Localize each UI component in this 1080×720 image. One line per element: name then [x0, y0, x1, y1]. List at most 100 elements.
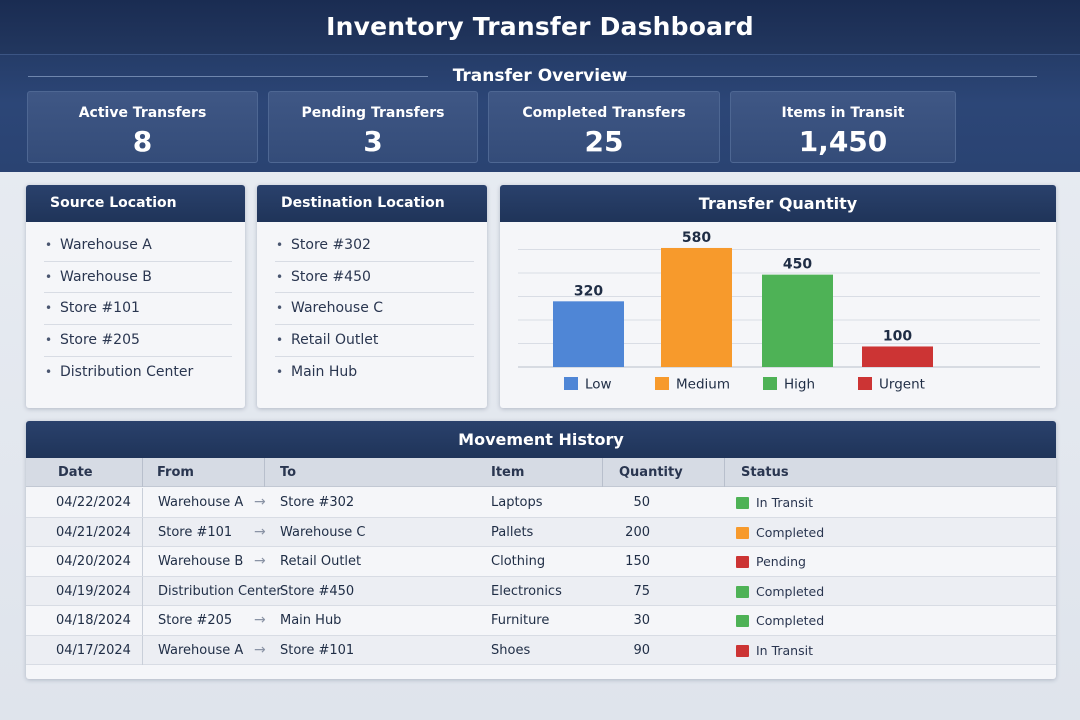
status-indicator-icon — [736, 644, 749, 657]
bar-urgent[interactable] — [862, 346, 933, 367]
cell-to: Store #302 — [280, 495, 355, 510]
list-item[interactable]: Store #302 — [275, 230, 474, 262]
list-item[interactable]: Distribution Center — [44, 357, 232, 389]
bar-high[interactable] — [762, 274, 833, 367]
cell-to: Warehouse C — [280, 524, 366, 540]
cell-quantity: 75 — [633, 583, 650, 599]
list-item[interactable]: Warehouse C — [275, 293, 474, 326]
data-label: 580 — [682, 230, 711, 246]
arrow-right-icon: → — [254, 641, 266, 658]
column-divider — [142, 488, 143, 517]
kpi-completed-transfers[interactable]: Completed Transfers 25 — [488, 91, 720, 163]
legend-entry-urgent[interactable]: Urgent — [879, 377, 925, 393]
list-item[interactable]: Warehouse B — [44, 262, 232, 294]
legend-swatch — [858, 377, 872, 390]
table-body: 04/22/2024 Warehouse A → Store #302 Laptops 5… — [26, 488, 1056, 673]
list-item[interactable]: Store #101 — [44, 293, 232, 326]
kpi-active-transfers[interactable]: Active Transfers 8 — [27, 91, 258, 163]
cell-quantity: 30 — [633, 613, 650, 628]
list-item[interactable]: Main Hub — [275, 357, 474, 389]
column-header-status[interactable]: Status — [741, 465, 789, 480]
status-indicator-icon — [736, 585, 749, 598]
table-row[interactable]: 04/20/2024 Warehouse B → Retail Outlet Cloth… — [26, 547, 1056, 577]
column-header-to[interactable]: To — [280, 465, 297, 480]
list-item[interactable]: Warehouse A — [44, 230, 232, 262]
divider — [610, 76, 1037, 77]
data-label: 100 — [883, 328, 912, 344]
column-divider — [142, 635, 143, 665]
arrow-right-icon: → — [254, 612, 266, 628]
status-badge: Completed — [756, 613, 825, 628]
data-label: 320 — [574, 283, 603, 299]
data-label: 450 — [783, 257, 812, 273]
panel-title: Source Location — [26, 185, 245, 222]
table-row[interactable]: 04/21/2024 Store #101 → Warehouse C Pallets 2… — [26, 517, 1056, 547]
column-divider — [142, 547, 143, 576]
page-title: Inventory Transfer Dashboard — [326, 12, 754, 41]
overview-title: Transfer Overview — [452, 66, 628, 86]
list-item[interactable]: Store #450 — [275, 262, 474, 294]
cell-date: 04/19/2024 — [56, 583, 131, 599]
cell-date: 04/18/2024 — [56, 613, 131, 628]
source-location-panel: Source Location Warehouse A Warehouse B … — [26, 185, 245, 408]
cell-quantity: 50 — [633, 495, 650, 510]
status-badge: Completed — [756, 524, 825, 540]
kpi-label: Items in Transit — [781, 105, 905, 121]
table-row[interactable]: 04/18/2024 Store #205 → Main Hub Furniture 30… — [26, 606, 1056, 636]
cell-item: Furniture — [491, 613, 550, 628]
status-badge: In Transit — [756, 495, 813, 510]
arrow-right-icon: → — [254, 523, 266, 540]
column-divider — [724, 458, 725, 487]
table-row[interactable]: 04/19/2024 Distribution Center › Store #450… — [26, 576, 1056, 606]
cell-date: 04/17/2024 — [56, 642, 131, 658]
column-header-quantity[interactable]: Quantity — [619, 465, 683, 480]
cell-quantity: 200 — [625, 524, 650, 540]
cell-item: Laptops — [491, 495, 543, 510]
status-badge: In Transit — [756, 642, 813, 658]
column-header-from[interactable]: From — [157, 465, 194, 480]
legend-entry-high[interactable]: High — [784, 377, 815, 393]
cell-date: 04/20/2024 — [56, 554, 131, 569]
cell-from: Store #101 — [158, 524, 233, 540]
table-row[interactable]: 04/22/2024 Warehouse A → Store #302 Laptops 5… — [26, 488, 1056, 518]
cell-quantity: 90 — [633, 642, 650, 658]
kpi-value: 25 — [584, 125, 624, 158]
cell-from: Distribution Center — [158, 583, 282, 599]
table-row[interactable]: 04/17/2024 Warehouse A → Store #101 Shoes 90 I… — [26, 635, 1056, 665]
cell-to: Store #450 — [280, 583, 355, 599]
cell-quantity: 150 — [625, 554, 650, 569]
transfer-quantity-panel: Transfer Quantity 320 580 450 100 Low Medium H… — [500, 185, 1056, 408]
legend-swatch — [564, 377, 578, 390]
legend-swatch — [763, 377, 777, 390]
column-divider — [142, 576, 143, 606]
legend-entry-medium[interactable]: Medium — [676, 377, 730, 393]
cell-item: Pallets — [491, 524, 534, 540]
status-indicator-icon — [736, 497, 749, 509]
column-header-item[interactable]: Item — [491, 465, 525, 480]
cell-to: Store #101 — [280, 642, 355, 658]
kpi-pending-transfers[interactable]: Pending Transfers 3 — [268, 91, 478, 163]
status-badge: Pending — [756, 554, 806, 569]
kpi-label: Pending Transfers — [301, 105, 445, 121]
divider — [28, 76, 428, 77]
kpi-items-in-transit[interactable]: Items in Transit 1,450 — [730, 91, 956, 163]
bar-low[interactable] — [553, 301, 624, 367]
legend-entry-low[interactable]: Low — [585, 377, 612, 393]
cell-to: Main Hub — [280, 613, 342, 628]
cell-from: Warehouse A — [158, 642, 244, 658]
status-indicator-icon — [736, 526, 749, 539]
cell-date: 04/21/2024 — [56, 524, 131, 540]
legend-swatch — [655, 377, 669, 390]
panel-title: Destination Location — [257, 185, 487, 222]
chart-title: Transfer Quantity — [500, 185, 1056, 222]
bar-medium[interactable] — [661, 247, 732, 367]
cell-item: Shoes — [491, 642, 531, 658]
list-item[interactable]: Retail Outlet — [275, 325, 474, 357]
cell-to: Retail Outlet — [280, 554, 362, 569]
list-item[interactable]: Store #205 — [44, 325, 232, 357]
table-header: Date From To Item Quantity Status — [26, 458, 1056, 487]
kpi-value: 8 — [132, 125, 153, 158]
arrow-right-icon: → — [254, 553, 266, 569]
column-header-date[interactable]: Date — [58, 465, 93, 480]
movement-history-panel: Movement History Date From To Item Quant… — [26, 421, 1056, 679]
